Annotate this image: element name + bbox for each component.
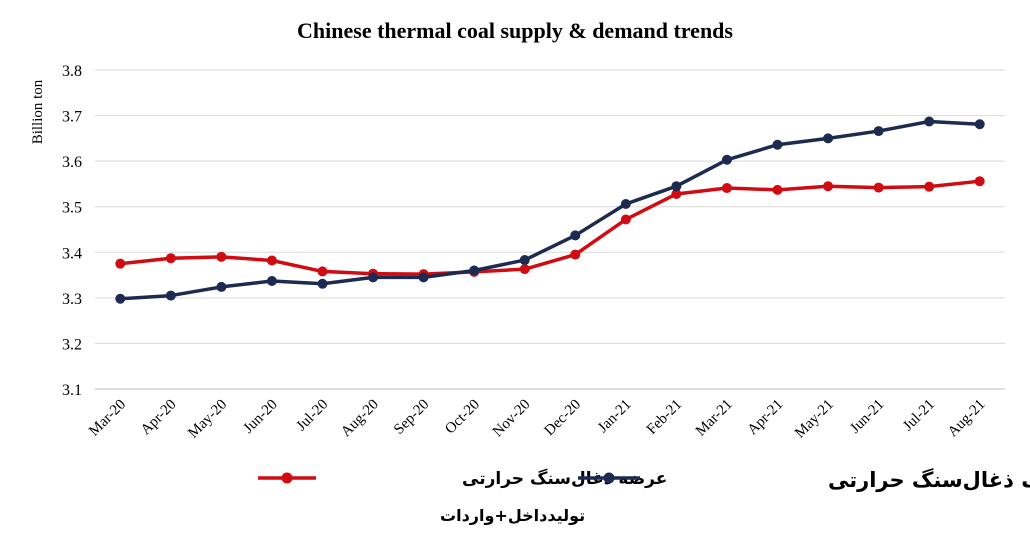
x-tick-label: Apr-21 bbox=[745, 397, 787, 439]
data-point bbox=[873, 126, 884, 137]
data-point bbox=[165, 253, 176, 264]
data-point bbox=[924, 181, 935, 192]
legend: عرضه ذغال‌سنگ حرارتی تولیدداخل+واردات مص… bbox=[258, 467, 1030, 525]
data-point bbox=[266, 255, 277, 266]
x-tick-label: Jun-21 bbox=[847, 397, 887, 437]
data-point bbox=[519, 255, 530, 266]
legend-demand-label: مصرف ذغال‌سنگ حرارتی bbox=[828, 467, 1030, 492]
data-point bbox=[368, 272, 379, 283]
y-tick-label: 3.2 bbox=[62, 336, 82, 353]
y-axis-ticks: 3.1 3.2 3.3 3.4 3.5 3.6 3.7 3.8 bbox=[62, 63, 82, 399]
x-tick-label: Mar-20 bbox=[86, 397, 129, 440]
series-line bbox=[118, 179, 982, 276]
data-point bbox=[469, 265, 480, 276]
x-tick-label: Jan-21 bbox=[595, 397, 635, 437]
series-line bbox=[118, 119, 982, 301]
gridlines bbox=[95, 69, 1005, 390]
data-point bbox=[823, 133, 834, 144]
x-tick-label: Jul-21 bbox=[900, 397, 938, 435]
chart-title: Chinese thermal coal supply & demand tre… bbox=[297, 18, 733, 43]
y-tick-label: 3.8 bbox=[62, 63, 82, 80]
legend-item-demand: مصرف ذغال‌سنگ حرارتی bbox=[578, 467, 1030, 492]
x-tick-label: Aug-21 bbox=[945, 397, 989, 441]
data-point bbox=[115, 258, 126, 269]
data-point bbox=[216, 251, 227, 262]
y-tick-label: 3.5 bbox=[62, 200, 82, 217]
data-point bbox=[721, 183, 732, 194]
x-tick-label: Sep-20 bbox=[391, 397, 432, 438]
data-point bbox=[974, 119, 985, 130]
data-point bbox=[620, 214, 631, 225]
data-point bbox=[620, 198, 631, 209]
y-axis-label: Billion ton bbox=[30, 79, 46, 144]
data-point bbox=[924, 116, 935, 127]
data-point bbox=[115, 293, 126, 304]
series-layer bbox=[115, 116, 985, 304]
x-axis-ticks: Mar-20 Apr-20 May-20 Jun-20 Jul-20 Aug-20 Sep-… bbox=[86, 397, 988, 442]
data-point bbox=[317, 266, 328, 277]
x-tick-label: Apr-20 bbox=[138, 397, 180, 439]
x-tick-label: May-20 bbox=[185, 397, 230, 442]
legend-item-supply: عرضه ذغال‌سنگ حرارتی تولیدداخل+واردات bbox=[258, 468, 667, 525]
x-tick-label: Jun-20 bbox=[241, 397, 281, 437]
y-tick-label: 3.3 bbox=[62, 291, 82, 308]
x-tick-label: May-21 bbox=[792, 397, 837, 442]
data-point bbox=[772, 184, 783, 195]
y-tick-label: 3.4 bbox=[62, 245, 82, 262]
data-point bbox=[974, 176, 985, 187]
legend-supply-sublabel: تولیدداخل+واردات bbox=[440, 506, 585, 525]
x-tick-label: Aug-20 bbox=[338, 397, 382, 441]
data-point bbox=[317, 278, 328, 289]
data-point bbox=[772, 139, 783, 150]
y-tick-label: 3.1 bbox=[62, 382, 82, 399]
data-point bbox=[873, 182, 884, 193]
data-point bbox=[570, 249, 581, 260]
legend-demand-marker bbox=[603, 472, 615, 484]
data-point bbox=[165, 290, 176, 301]
data-point bbox=[823, 181, 834, 192]
data-point bbox=[721, 154, 732, 165]
series-1 bbox=[115, 116, 985, 304]
data-point bbox=[418, 272, 429, 283]
x-tick-label: Feb-21 bbox=[644, 397, 685, 438]
data-point bbox=[570, 230, 581, 241]
data-point bbox=[266, 275, 277, 286]
legend-supply-marker bbox=[281, 472, 293, 484]
legend-supply-label: عرضه ذغال‌سنگ حرارتی bbox=[462, 468, 667, 489]
x-tick-label: Nov-20 bbox=[490, 397, 534, 441]
y-tick-label: 3.7 bbox=[62, 109, 82, 126]
x-tick-label: Oct-20 bbox=[442, 397, 483, 438]
x-tick-label: Mar-21 bbox=[693, 397, 736, 440]
data-point bbox=[216, 281, 227, 292]
y-tick-label: 3.6 bbox=[62, 154, 82, 171]
data-point bbox=[671, 181, 682, 192]
x-tick-label: Dec-20 bbox=[542, 397, 585, 440]
data-point bbox=[671, 188, 682, 199]
x-tick-label: Jul-20 bbox=[293, 397, 331, 435]
series-0 bbox=[115, 176, 985, 280]
data-point bbox=[519, 264, 530, 275]
